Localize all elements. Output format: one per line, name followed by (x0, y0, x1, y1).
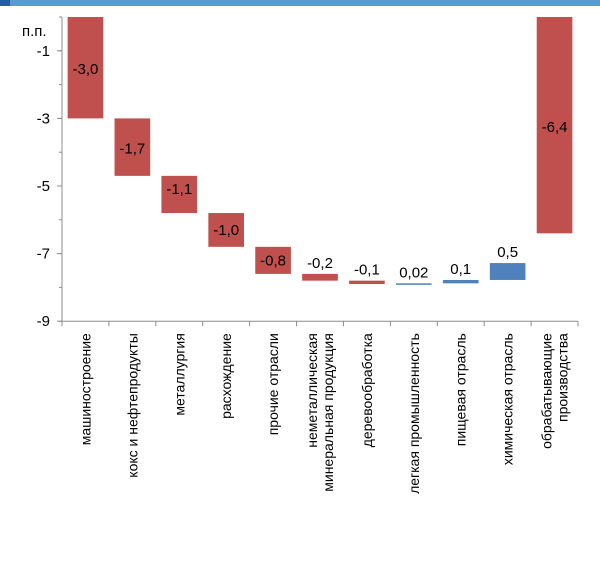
chart-bars (67, 17, 573, 285)
chart-value-labels: -3,0 -1,7 -1,1 -1,0 -0,8 -0,2 -0,1 0,02 0,1 0,5 -6… (73, 61, 568, 281)
bar-value-label: -3,0 (73, 61, 99, 78)
x-category-label: легкая промышленность (406, 333, 422, 494)
x-category-label: неметаллическая (304, 333, 320, 448)
waterfall-bar (114, 118, 151, 176)
x-category-label: производства (555, 333, 571, 422)
bar-value-label: -1,7 (119, 140, 145, 157)
waterfall-bar (489, 263, 526, 280)
x-category-label: машиностроение (77, 333, 93, 445)
x-category-label: минеральная продукция (320, 333, 336, 492)
y-tick-label: -3 (37, 110, 50, 127)
y-tick-label: -1 (37, 43, 50, 60)
top-accent-stripe (0, 0, 600, 6)
waterfall-bar (536, 17, 573, 234)
top-accent-mark (0, 0, 10, 6)
waterfall-bar (302, 273, 338, 281)
bar-value-label: 0,1 (450, 261, 471, 278)
x-category-label: кокс и нефтепродукты (124, 333, 140, 478)
bar-value-label: -1,0 (213, 222, 239, 239)
bar-value-label: -1,1 (166, 181, 192, 198)
y-axis-unit-label: п.п. (22, 23, 47, 40)
waterfall-bar (208, 213, 245, 247)
y-tick-label: -5 (37, 178, 50, 195)
x-category-label: деревообработка (359, 333, 375, 447)
waterfall-bar (255, 246, 291, 274)
bar-value-label: 0,5 (497, 244, 518, 261)
top-accent-bar (0, 0, 600, 6)
x-category-label: пищевая отрасль (453, 333, 469, 446)
bar-value-label: -0,1 (354, 262, 380, 279)
waterfall-bar (161, 175, 198, 214)
bar-value-label: -0,2 (307, 255, 333, 272)
chart-axes: -1 -3 -5 -7 -9 (37, 16, 579, 330)
x-category-label: расхождение (218, 333, 234, 419)
bar-value-label: -0,8 (260, 252, 286, 269)
y-tick-label: -9 (37, 313, 50, 330)
waterfall-bar (442, 279, 479, 284)
chart-category-labels: машиностроение кокс и нефтепродукты металл… (77, 333, 570, 494)
bar-value-label: 0,02 (399, 264, 428, 281)
x-category-label: химическая отрасль (500, 333, 516, 465)
x-category-label: прочие отрасли (265, 333, 281, 435)
x-category-label: металлургия (171, 333, 187, 415)
x-category-label: обрабатывающие (539, 333, 555, 449)
waterfall-bar (349, 280, 385, 285)
waterfall-bar (395, 283, 432, 285)
y-tick-label: -7 (37, 246, 50, 263)
waterfall-bar (67, 17, 104, 119)
bar-value-label: -6,4 (542, 119, 568, 136)
